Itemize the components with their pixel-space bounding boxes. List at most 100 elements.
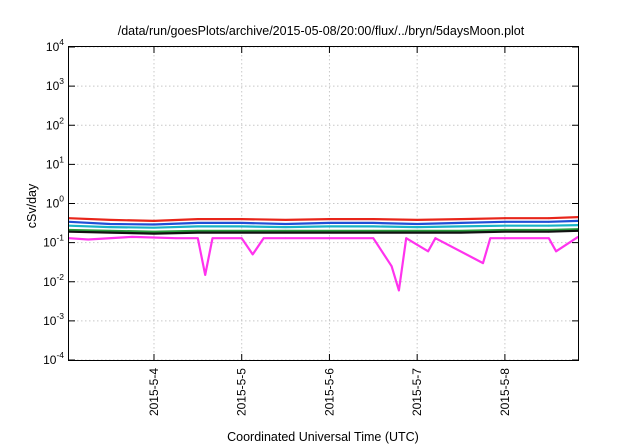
series-5-point [328, 237, 331, 240]
series-3-point [153, 230, 155, 233]
series-0-point [504, 217, 506, 220]
series-2-point [109, 226, 111, 229]
chart-title: /data/run/goesPlots/archive/2015-05-08/2… [118, 24, 525, 38]
series-0-point [240, 218, 243, 221]
y-tick-label: 102 [46, 115, 64, 132]
y-tick-label: 100 [46, 194, 64, 211]
series-4-point [109, 231, 111, 234]
series-0-point [547, 217, 550, 220]
series-5-point [504, 237, 506, 240]
series-5-point [131, 236, 134, 238]
series-3-point [547, 229, 550, 231]
x-tick-label: 2015-5-5 [235, 368, 249, 416]
series-2-point [547, 224, 550, 227]
series-2-point [416, 226, 419, 229]
series-5-point [405, 237, 408, 240]
series-5-point [427, 250, 429, 253]
series-1-point [547, 220, 550, 223]
series-2-point [328, 225, 331, 228]
y-tick-label: 10-1 [43, 233, 64, 250]
series-4-point [196, 231, 199, 234]
series-line-5 [68, 235, 579, 292]
series-3-point [460, 229, 462, 232]
series-5-point [489, 237, 492, 240]
series-1-point [153, 223, 155, 226]
series-2-point [153, 226, 155, 229]
series-2-point [460, 225, 462, 228]
y-axis: 10-4 10-3 10-2 10-1 100 101 102 103 104 [43, 37, 578, 367]
x-tick-label: 2015-5-7 [410, 368, 424, 416]
y-tick-label: 104 [46, 37, 64, 54]
y-tick-label: 101 [46, 154, 64, 171]
series-4-point [240, 231, 243, 234]
series-1-point [109, 223, 111, 225]
series-1-point [416, 223, 419, 225]
series-5-point [175, 237, 177, 240]
y-tick-label: 103 [46, 76, 64, 93]
series-0-point [196, 218, 199, 221]
series-3-point [372, 229, 375, 232]
series-5-point [284, 237, 287, 240]
series-4-point [153, 232, 155, 235]
x-tick-label: 2015-5-4 [147, 368, 161, 416]
series-4-point [460, 231, 462, 234]
series-3-point [504, 229, 506, 231]
series-5-point [547, 237, 550, 240]
series-3-point [416, 229, 419, 232]
series-1-point [240, 222, 243, 224]
series-5-point [87, 238, 90, 241]
series-1-point [196, 222, 199, 224]
series-4-point [547, 230, 550, 233]
series-5-point [211, 237, 214, 240]
series-group [68, 216, 579, 292]
y-tick-label: 10-2 [43, 272, 64, 289]
plot-frame [68, 46, 579, 361]
series-4-point [504, 230, 506, 233]
series-5-point [555, 250, 557, 253]
series-5-point [251, 253, 254, 256]
series-4-point [328, 231, 331, 234]
series-1-point [284, 223, 287, 225]
y-axis-label: cSv/day [25, 183, 39, 228]
series-2-point [196, 225, 199, 228]
series-5-point [204, 274, 207, 276]
series-0-point [109, 219, 111, 221]
x-axis: 2015-5-4 2015-5-5 2015-5-6 2015-5-7 2015-5-8 [147, 47, 512, 416]
x-tick-label: 2015-5-6 [322, 368, 336, 416]
x-axis-label: Coordinated Universal Time (UTC) [227, 430, 419, 444]
series-5-point [482, 262, 484, 264]
series-3-point [240, 229, 243, 232]
series-2-point [284, 226, 287, 229]
series-1-point [328, 222, 331, 224]
series-0-point [284, 219, 287, 221]
series-5-point [196, 237, 199, 240]
series-5-point [372, 237, 375, 240]
series-5-point [434, 237, 437, 240]
series-0-point [460, 218, 462, 221]
series-3-point [196, 229, 199, 232]
series-4-point [372, 231, 375, 234]
series-3-point [284, 229, 287, 232]
x-tick-label: 2015-5-8 [498, 368, 512, 416]
y-tick-label: 10-4 [43, 350, 64, 367]
series-2-point [504, 224, 506, 227]
series-4-point [416, 231, 419, 234]
series-0-point [153, 220, 155, 222]
series-5-point [398, 289, 400, 292]
grid [69, 46, 578, 361]
series-0-point [328, 218, 331, 221]
series-5-point [262, 237, 265, 240]
series-0-point [416, 219, 419, 221]
y-tick-label: 10-3 [43, 311, 64, 328]
series-3-point [109, 229, 111, 232]
series-1-point [504, 220, 506, 223]
series-2-point [240, 225, 243, 228]
series-3-point [328, 229, 331, 232]
series-line-0 [68, 216, 579, 222]
series-2-point [372, 225, 375, 228]
series-5-point [240, 237, 243, 240]
series-1-point [460, 222, 462, 224]
series-4-point [284, 231, 287, 234]
series-1-point [372, 222, 375, 224]
